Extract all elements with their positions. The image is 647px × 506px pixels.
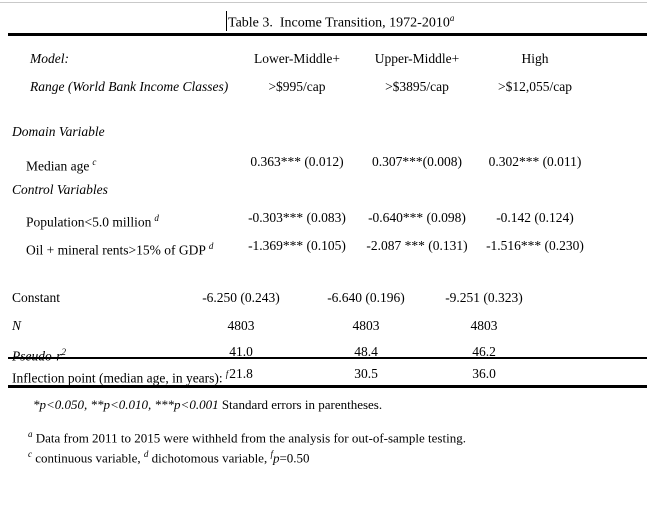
row-label-text: Population<5.0 million (26, 214, 152, 230)
cell-value: -0.303*** (0.083) (248, 210, 346, 225)
row-label-text: Median age (26, 158, 90, 174)
table-row-pseudo-r2: Pseudo-r2 41.0 48.4 46.2 (0, 344, 647, 364)
table-row-oil-mineral: Oil + mineral rents>15% of GDP d -1.369**… (0, 238, 647, 258)
row-label-text: Pseudo-r (12, 348, 62, 364)
table-top-rule (8, 33, 647, 36)
range-label: Range (World Bank Income Classes) (30, 79, 229, 94)
footnote-significance-levels: *p<0.050, **p<0.010, ***p<0.001 (33, 397, 219, 412)
row-label-superscript: c (92, 157, 97, 167)
table-row-model: Model: Lower-Middle+ Upper-Middle+ High (0, 51, 647, 68)
footnote-p-symbol: p (272, 450, 280, 466)
cell-value: -0.640*** (0.098) (368, 210, 466, 225)
table-title-text: Table 3. Income Transition, 1972-2010 (228, 15, 450, 31)
table-bottom-rule (8, 385, 647, 388)
section-control-variables: Control Variables (0, 182, 647, 199)
footnote-continuous-text: continuous variable, (32, 450, 144, 466)
page-top-edge (0, 2, 647, 3)
cell-value: 30.5 (354, 366, 378, 381)
section-label: Control Variables (12, 182, 108, 197)
row-label-superscript: 2 (61, 347, 67, 357)
row-label: Oil + mineral rents>15% of GDP d (26, 238, 213, 259)
footnote-superscript-c: c (28, 449, 32, 459)
cell-value: -6.640 (0.196) (327, 290, 405, 305)
row-label-superscript: f (225, 369, 229, 379)
cell-value: 21.8 (229, 366, 253, 381)
footnote-p-value: =0.50 (279, 450, 310, 466)
footnote-standard-errors: Standard errors in parentheses. (218, 397, 383, 412)
footnote-superscript-d: d (143, 449, 149, 459)
column-header-upper-middle: Upper-Middle+ (374, 51, 460, 66)
cell-value: 48.4 (354, 344, 378, 359)
range-value: >$3895/cap (385, 79, 449, 94)
table-row-median-age: Median age c 0.363*** (0.012) 0.307***(0.… (0, 154, 647, 174)
row-label-superscript: d (208, 241, 214, 251)
footnote-superscript-a: a (28, 429, 33, 439)
cell-value: 46.2 (472, 344, 496, 359)
cell-value: -1.369*** (0.105) (248, 238, 346, 253)
cell-value: 36.0 (472, 366, 496, 381)
column-header-high: High (521, 51, 549, 66)
cell-value: 0.302*** (0.011) (488, 154, 582, 169)
table-title: Table 3. Income Transition, 1972-2010a (226, 11, 455, 32)
footnote-dichotomous-text: dichotomous variable, (148, 450, 271, 466)
footnote-data-withheld: a Data from 2011 to 2015 were withheld f… (28, 426, 466, 446)
cell-value: -9.251 (0.323) (445, 290, 523, 305)
row-label: Constant (12, 290, 61, 305)
column-header-lower-middle: Lower-Middle+ (253, 51, 341, 66)
section-domain-variable: Domain Variable (0, 124, 647, 141)
cell-value: 0.307***(0.008) (372, 154, 462, 169)
cell-value: 4803 (227, 318, 255, 333)
row-label: N (12, 318, 22, 333)
footnote-superscript-f: f (270, 449, 273, 459)
table-row-inflection: Inflection point (median age, in years):… (0, 366, 647, 386)
cell-value: -1.516*** (0.230) (486, 238, 584, 253)
range-value: >$12,055/cap (498, 79, 572, 94)
cell-value: 4803 (470, 318, 498, 333)
range-value: >$995/cap (268, 79, 326, 94)
table-title-superscript: a (449, 13, 455, 23)
table-row-constant: Constant -6.250 (0.243) -6.640 (0.196) -… (0, 290, 647, 307)
row-label: Median age c (26, 154, 96, 175)
row-label-superscript: d (154, 213, 159, 223)
table-row-n: N 4803 4803 4803 (0, 318, 647, 335)
row-label: Population<5.0 million d (26, 210, 159, 231)
footnote-significance: *p<0.050, **p<0.010, ***p<0.001 Standard… (33, 397, 382, 413)
footnote-data-text: Data from 2011 to 2015 were withheld fro… (32, 430, 466, 446)
table-row-range: Range (World Bank Income Classes) >$995/… (0, 79, 647, 96)
text-cursor (226, 11, 227, 31)
model-label: Model: (30, 51, 69, 66)
cell-value: -0.142 (0.124) (496, 210, 574, 225)
cell-value: 0.363*** (0.012) (250, 154, 344, 169)
row-label-text: Inflection point (median age, in years): (12, 370, 223, 386)
cell-value: 41.0 (229, 344, 253, 359)
row-label: Inflection point (median age, in years):… (12, 366, 228, 387)
cell-value: -2.087 *** (0.131) (366, 238, 468, 253)
table-row-population: Population<5.0 million d -0.303*** (0.083… (0, 210, 647, 230)
cell-value: 4803 (352, 318, 380, 333)
footnote-variable-types: c continuous variable, d dichotomous var… (28, 446, 310, 466)
cell-value: -6.250 (0.243) (202, 290, 280, 305)
row-label-text: Oil + mineral rents>15% of GDP (26, 242, 206, 258)
section-label: Domain Variable (12, 124, 105, 139)
table-mid-rule (8, 357, 647, 359)
row-label: Pseudo-r2 (12, 344, 66, 365)
